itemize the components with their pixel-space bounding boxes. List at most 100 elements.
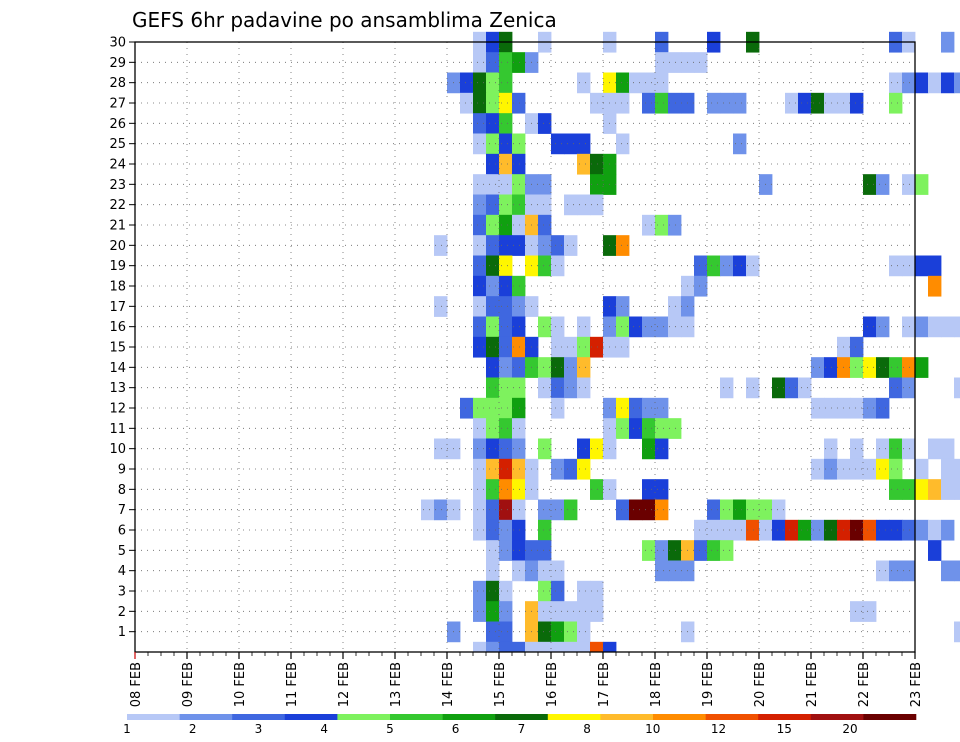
heatmap-cell [863, 601, 877, 622]
y-tick-label: 11 [109, 422, 126, 437]
heatmap-cell [473, 580, 487, 602]
heatmap-cell [486, 92, 500, 114]
heatmap-cell [577, 153, 591, 175]
heatmap-cell [850, 519, 864, 541]
heatmap-cell [538, 377, 552, 399]
x-tick-label: 23 FEB [909, 662, 924, 707]
heatmap-cell [954, 72, 960, 94]
heatmap-cell [616, 336, 630, 358]
heatmap-cell [954, 560, 960, 582]
heatmap-cell [889, 458, 903, 480]
heatmap-cell [486, 52, 500, 73]
heatmap-cell [486, 438, 500, 460]
heatmap-cell [928, 540, 942, 561]
heatmap-cell [915, 479, 929, 500]
heatmap-cell [642, 499, 656, 521]
heatmap-cell [473, 52, 487, 73]
heatmap-cell [954, 377, 960, 399]
heatmap-cell [590, 580, 604, 602]
heatmap-cell [850, 92, 864, 114]
y-tick-label: 1 [118, 625, 126, 640]
legend-color-swatch [337, 714, 391, 720]
y-tick-label: 14 [109, 361, 126, 376]
heatmap-cell [655, 479, 669, 500]
heatmap-cell [824, 397, 838, 419]
heatmap-cell [512, 235, 526, 256]
heatmap-cell [590, 438, 604, 460]
heatmap-cell [707, 519, 721, 541]
heatmap-cell [551, 336, 565, 358]
heatmap-cell [434, 499, 448, 521]
heatmap-cell [512, 418, 526, 439]
heatmap-cell [746, 499, 760, 521]
y-tick-label: 3 [118, 585, 126, 600]
heatmap-cell [876, 397, 890, 419]
legend-label: 20 [842, 722, 857, 736]
heatmap-cell [473, 601, 487, 622]
heatmap-cell [590, 601, 604, 622]
heatmap-cell [512, 92, 526, 114]
heatmap-cell [486, 316, 500, 338]
heatmap-cell [876, 519, 890, 541]
heatmap-cell [538, 438, 552, 460]
heatmap-cell [824, 458, 838, 480]
heatmap-cell [798, 92, 812, 114]
heatmap-cell [512, 194, 526, 216]
y-tick-label: 24 [109, 158, 126, 173]
heatmap-cell [577, 641, 591, 652]
heatmap-cell [642, 397, 656, 419]
heatmap-cell [564, 377, 578, 399]
heatmap-cell [512, 316, 526, 338]
x-tick-label: 18 FEB [649, 662, 664, 707]
heatmap-cell [473, 397, 487, 419]
x-tick-label: 22 FEB [857, 662, 872, 707]
heatmap-cell [499, 235, 513, 256]
heatmap-cell [473, 235, 487, 256]
heatmap-cell [538, 560, 552, 582]
heatmap-cell [642, 92, 656, 114]
heatmap-cell [655, 92, 669, 114]
heatmap-cell [902, 438, 916, 460]
heatmap-cell [486, 133, 500, 155]
heatmap-cell [538, 357, 552, 378]
heatmap-cell [902, 519, 916, 541]
legend-color-swatch [810, 714, 864, 720]
heatmap-cell [499, 621, 513, 643]
heatmap-cell [499, 580, 513, 602]
y-tick-label: 12 [109, 402, 126, 417]
heatmap-cell [538, 540, 552, 561]
heatmap-cell [655, 560, 669, 582]
heatmap-cell [473, 113, 487, 134]
heatmap-cell [915, 72, 929, 94]
heatmap-cell [499, 540, 513, 561]
heatmap-cell [551, 133, 565, 155]
x-tick-label: 08 FEB [129, 662, 144, 707]
x-tick-label: 19 FEB [701, 662, 716, 707]
heatmap-cell [642, 479, 656, 500]
heatmap-cell [486, 377, 500, 399]
legend-color-swatch [284, 714, 338, 720]
heatmap-cell [629, 397, 643, 419]
heatmap-cell [499, 92, 513, 114]
heatmap-cell [460, 397, 474, 419]
heatmap-cell [499, 255, 513, 277]
heatmap-cell [538, 113, 552, 134]
heatmap-cell [941, 438, 955, 460]
heatmap-cell [473, 438, 487, 460]
y-tick-label: 21 [109, 219, 126, 234]
heatmap-cell [551, 357, 565, 378]
heatmap-cell [694, 519, 708, 541]
heatmap-cell [824, 438, 838, 460]
heatmap-cell [746, 377, 760, 399]
heatmap-cell [850, 397, 864, 419]
heatmap-cell [538, 601, 552, 622]
heatmap-cell [551, 377, 565, 399]
y-tick-label: 5 [118, 544, 126, 559]
heatmap-cell [616, 72, 630, 94]
heatmap-cell [655, 438, 669, 460]
heatmap-cell [642, 316, 656, 338]
heatmap-cell [811, 458, 825, 480]
heatmap-cell [486, 72, 500, 94]
heatmap-cell [915, 458, 929, 480]
heatmap-cell [486, 357, 500, 378]
